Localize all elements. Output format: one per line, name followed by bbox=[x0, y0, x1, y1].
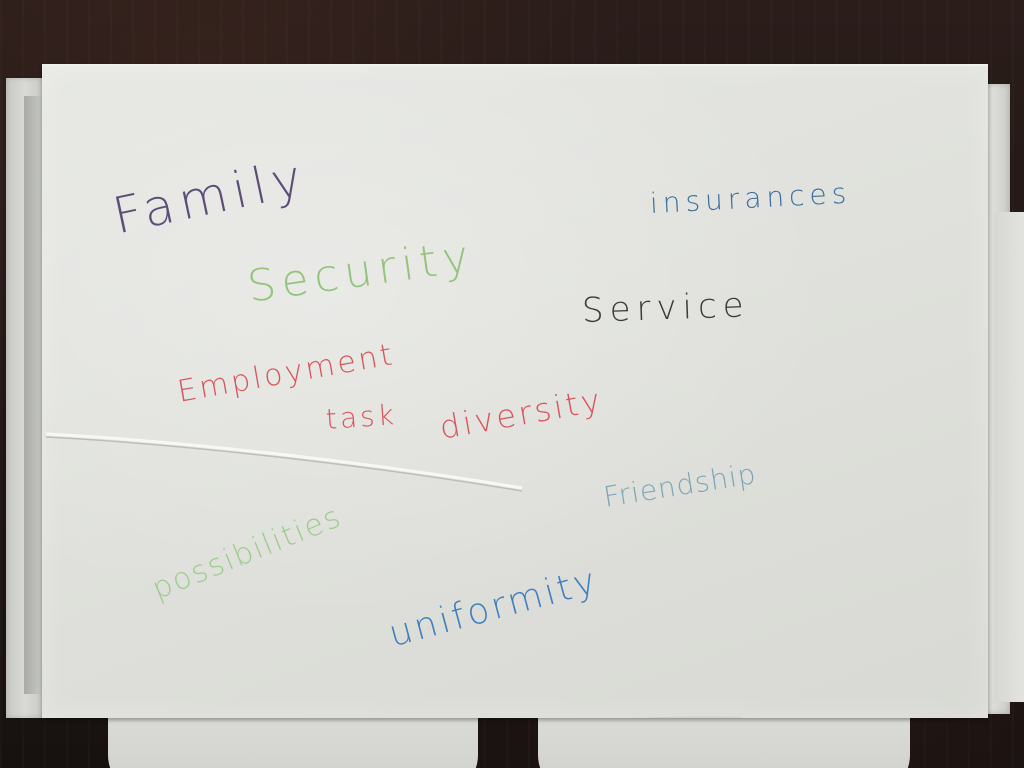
word-uniformity: uniformity bbox=[384, 560, 603, 656]
word-family: Family bbox=[107, 147, 313, 246]
word-possibilities: possibilities bbox=[147, 498, 347, 607]
word-service: Service bbox=[581, 285, 751, 331]
word-task: task bbox=[324, 398, 398, 436]
word-insurances: insurances bbox=[649, 176, 853, 220]
paper-card: Family Security insurances Service Emplo… bbox=[42, 64, 988, 718]
box-right-strip bbox=[994, 212, 1024, 702]
word-friendship: Friendship bbox=[601, 457, 759, 514]
word-diversity: diversity bbox=[436, 380, 606, 447]
box-left-flap-inner bbox=[24, 96, 46, 694]
word-security: Security bbox=[244, 230, 478, 313]
word-employment: Employment bbox=[174, 337, 398, 410]
